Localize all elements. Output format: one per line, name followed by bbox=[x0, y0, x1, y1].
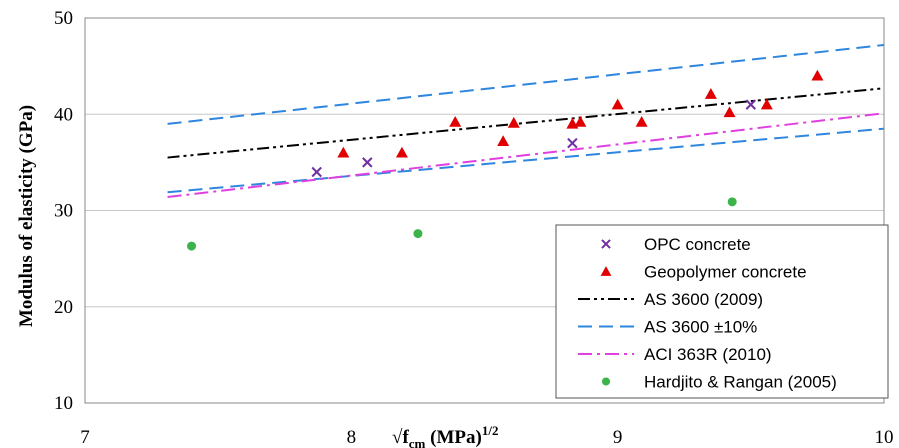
legend-swatch bbox=[601, 239, 611, 249]
data-point-0 bbox=[362, 157, 373, 168]
data-point-1 bbox=[635, 115, 648, 127]
legend-swatch bbox=[600, 266, 612, 276]
legend-swatch bbox=[601, 377, 611, 386]
x-axis-title: √fcm (MPa)1/2 bbox=[392, 423, 498, 448]
legend: OPC concrete Geopolymer concrete AS 3600 (… bbox=[555, 224, 889, 399]
data-point-0 bbox=[311, 166, 322, 178]
y-tick-label: 50 bbox=[54, 8, 73, 29]
series-line-3 bbox=[167, 43, 885, 125]
series-line-5 bbox=[167, 112, 885, 199]
x-tick-label: 9 bbox=[613, 427, 623, 448]
data-point-6 bbox=[413, 229, 423, 239]
data-point-1 bbox=[704, 88, 717, 99]
x-axis-title-unit: (MPa) bbox=[425, 427, 481, 448]
series-points bbox=[187, 69, 824, 251]
legend-label: AS 3600 (2009) bbox=[644, 290, 763, 309]
x-axis-title-sup: 1/2 bbox=[482, 423, 499, 438]
y-axis-title: Modulus of elasticity (GPa) bbox=[16, 105, 37, 327]
x-tick-label: 10 bbox=[875, 427, 894, 448]
data-point-1 bbox=[507, 116, 520, 128]
legend-label: Hardjito & Rangan (2005) bbox=[644, 373, 837, 392]
data-point-1 bbox=[811, 69, 824, 81]
x-axis-title-sub: cm bbox=[409, 436, 426, 448]
series-line-4 bbox=[167, 127, 885, 194]
data-point-0 bbox=[745, 99, 757, 110]
y-tick-label: 30 bbox=[54, 201, 73, 222]
data-point-1 bbox=[449, 115, 462, 127]
y-tick-label: 40 bbox=[54, 104, 73, 125]
data-point-1 bbox=[497, 135, 510, 146]
legend-label: AS 3600 ±10% bbox=[644, 318, 757, 337]
data-point-1 bbox=[337, 146, 350, 158]
x-axis-title-var: f bbox=[402, 427, 409, 448]
data-point-1 bbox=[760, 98, 773, 110]
legend-label: OPC concrete bbox=[644, 235, 751, 254]
x-tick-labels: 7 8 9 10 bbox=[80, 427, 893, 448]
data-point-6 bbox=[727, 197, 737, 207]
data-point-0 bbox=[567, 137, 578, 149]
y-tick-label: 20 bbox=[54, 297, 73, 318]
data-point-6 bbox=[187, 241, 197, 251]
data-point-1 bbox=[395, 146, 408, 158]
legend-box bbox=[555, 224, 889, 399]
axes bbox=[84, 17, 885, 404]
x-axis-title-root: √ bbox=[392, 427, 403, 448]
data-point-1 bbox=[611, 98, 624, 110]
series-line-2 bbox=[167, 87, 885, 159]
y-tick-label: 10 bbox=[54, 393, 73, 414]
series-lines bbox=[167, 43, 885, 199]
x-tick-label: 7 bbox=[80, 427, 90, 448]
data-point-1 bbox=[574, 115, 587, 127]
legend-label: ACI 363R (2010) bbox=[644, 345, 772, 364]
plot-frame bbox=[84, 17, 885, 404]
x-tick-label: 8 bbox=[347, 427, 357, 448]
data-point-1 bbox=[723, 106, 736, 118]
legend-label: Geopolymer concrete bbox=[644, 263, 807, 282]
y-tick-labels: 10 20 30 40 50 bbox=[54, 8, 73, 414]
